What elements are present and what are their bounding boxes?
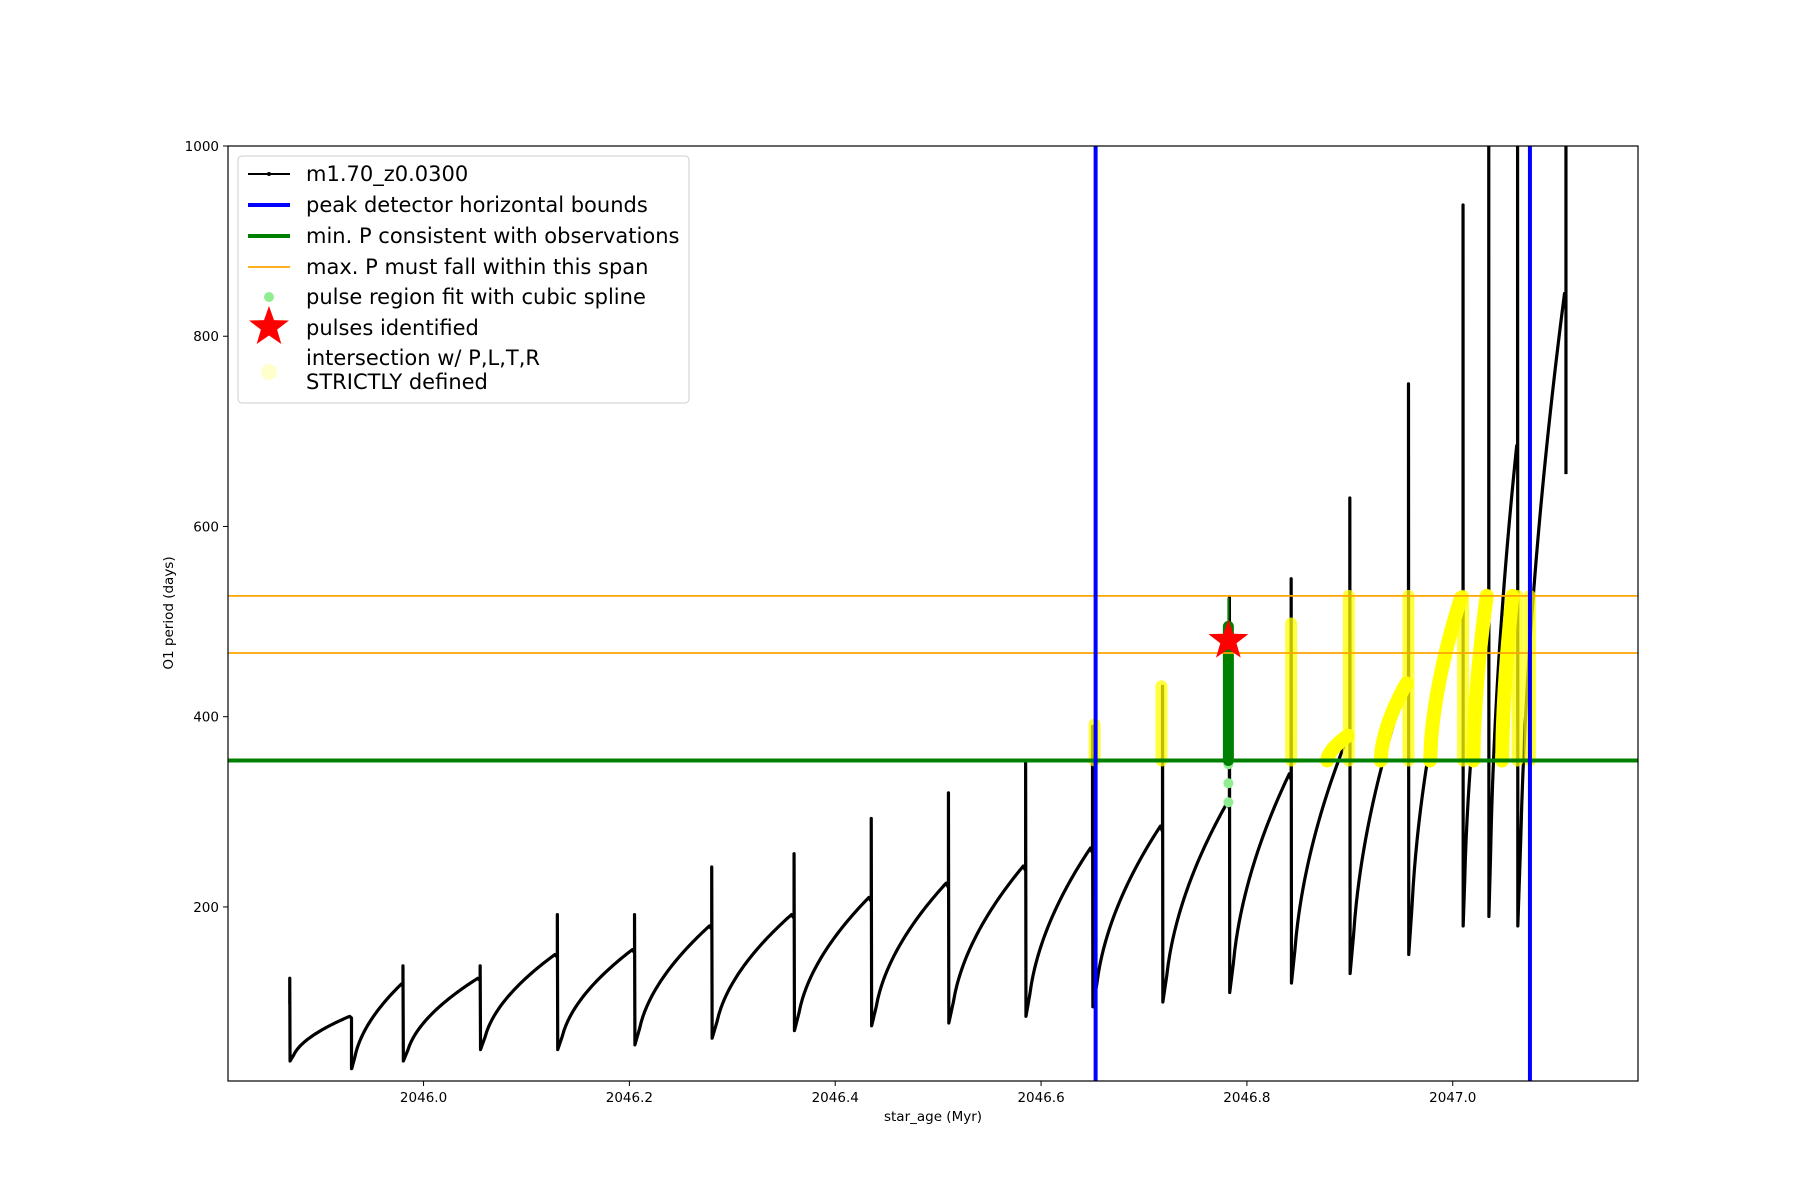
y-tick-label-4: 1000 (185, 139, 219, 155)
legend-label-bounds: peak detector horizontal bounds (306, 193, 648, 217)
x-tick-label-3: 2046.6 (1017, 1090, 1064, 1106)
intersection-curve-3 (1466, 588, 1494, 768)
legend-label-intersection-line1: intersection w/ P,L,T,R (306, 346, 540, 370)
legend-label-spline: pulse region fit with cubic spline (306, 285, 646, 309)
legend-label-max-p: max. P must fall within this span (306, 255, 648, 279)
spline-point-0 (1223, 797, 1234, 808)
plot-content (228, 146, 1638, 1081)
x-tick-label-0: 2046.0 (400, 1090, 447, 1106)
y-tick-label-2: 600 (193, 519, 219, 535)
y-tick-label-0: 200 (193, 900, 219, 916)
y-tick-label-3: 800 (193, 329, 219, 345)
x-axis-ticks: 2046.0 2046.2 2046.4 2046.6 2046.8 2047.0 (400, 1081, 1476, 1106)
legend-handle-pulses (249, 306, 289, 344)
legend-handle-intersection (261, 364, 277, 380)
y-axis-ticks: 200 400 600 800 1000 (185, 139, 228, 916)
legend-handle-series-marker (267, 172, 271, 176)
legend: m1.70_z0.0300 peak detector horizontal b… (237, 155, 690, 404)
legend-box (237, 155, 690, 404)
intersection-curve-1 (1373, 676, 1414, 768)
intersection-curve-4 (1495, 588, 1520, 768)
x-axis-label: star_age (Myr) (884, 1109, 982, 1125)
legend-label-intersection-line2: STRICTLY defined (306, 370, 488, 394)
pulse-marker-0 (1208, 619, 1249, 658)
x-tick-label-2: 2046.4 (812, 1090, 859, 1106)
legend-label-pulses: pulses identified (306, 316, 479, 340)
intersection-curve-0 (1320, 728, 1355, 768)
plot-frame (227, 145, 1639, 1082)
x-tick-label-4: 2046.8 (1223, 1090, 1270, 1106)
legend-label-min-p: min. P consistent with observations (306, 224, 679, 248)
x-tick-label-5: 2047.0 (1429, 1090, 1476, 1106)
x-tick-label-1: 2046.2 (606, 1090, 653, 1106)
y-axis-label: O1 period (days) (161, 556, 177, 669)
spline-point-1 (1223, 778, 1234, 789)
y-tick-label-1: 400 (193, 710, 219, 726)
legend-handles (248, 172, 290, 380)
legend-label-series: m1.70_z0.0300 (306, 162, 468, 187)
legend-handle-spline (264, 292, 274, 302)
